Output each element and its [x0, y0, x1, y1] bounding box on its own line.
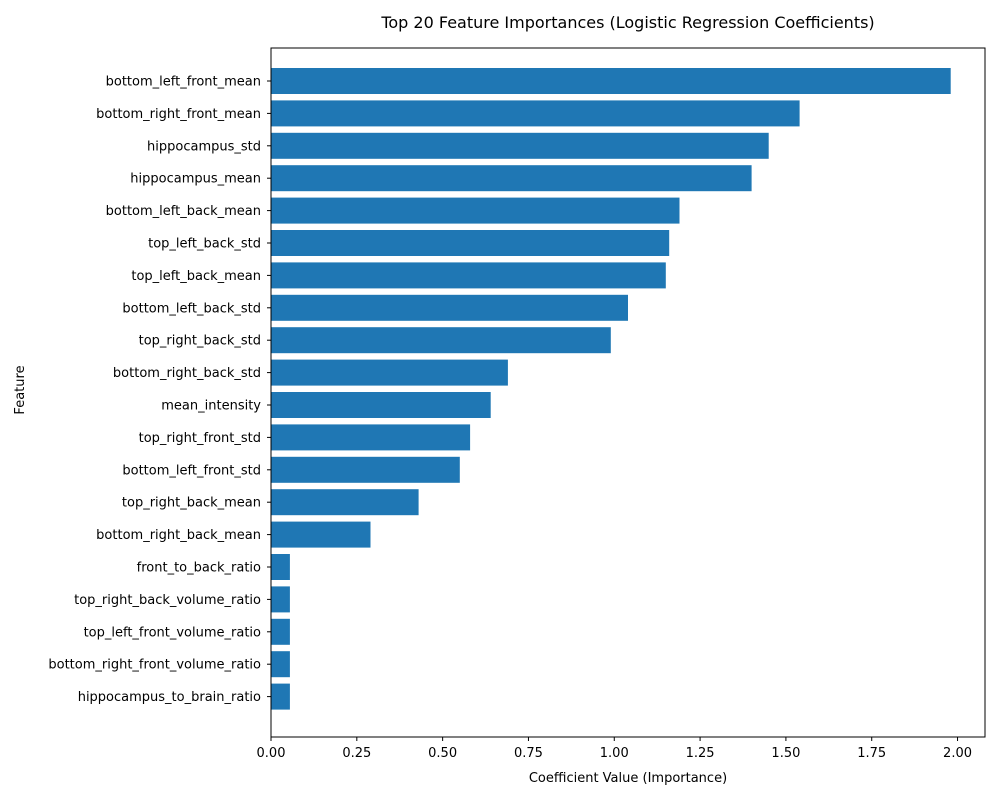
y-axis-label: Feature	[13, 365, 28, 414]
y-tick-label: bottom_left_front_mean	[106, 75, 261, 90]
y-tick-label: bottom_left_back_std	[122, 301, 261, 316]
bar	[271, 554, 290, 580]
bar	[271, 456, 460, 483]
chart-title: Top 20 Feature Importances (Logistic Reg…	[380, 13, 874, 32]
y-tick-label: front_to_back_ratio	[137, 561, 261, 576]
y-tick-label: bottom_right_back_mean	[96, 528, 261, 543]
y-tick-label: bottom_right_front_mean	[96, 107, 261, 122]
bar	[271, 521, 371, 548]
bar	[271, 132, 769, 159]
bar	[271, 294, 628, 321]
bar	[271, 489, 419, 516]
x-tick-label: 1.75	[857, 746, 886, 761]
bar	[271, 68, 951, 94]
y-tick-label: hippocampus_mean	[130, 172, 261, 187]
x-tick-label: 1.50	[771, 746, 800, 761]
y-tick-label: hippocampus_to_brain_ratio	[78, 690, 261, 705]
y-tick-label: top_right_back_volume_ratio	[74, 593, 261, 608]
x-tick-label: 0.25	[342, 746, 371, 761]
y-tick-label: bottom_right_back_std	[113, 366, 261, 381]
bar	[271, 165, 752, 192]
bar	[271, 197, 680, 224]
y-tick-label: top_right_front_std	[139, 431, 261, 446]
bar	[271, 651, 290, 678]
y-tick-label: mean_intensity	[161, 399, 261, 414]
x-tick-label: 2.00	[943, 746, 972, 761]
x-tick-label: 0.75	[514, 746, 543, 761]
y-tick-label: top_left_back_std	[148, 237, 261, 252]
y-tick-label: bottom_left_front_std	[122, 463, 261, 478]
y-tick-label: top_right_back_mean	[122, 496, 261, 511]
y-tick-label: bottom_left_back_mean	[106, 204, 261, 219]
bar	[271, 100, 800, 127]
x-tick-label: 1.25	[686, 746, 715, 761]
x-axis-label: Coefficient Value (Importance)	[529, 771, 727, 786]
x-tick-label: 1.00	[600, 746, 629, 761]
bar	[271, 424, 471, 451]
bar	[271, 618, 290, 645]
axes-frame	[270, 47, 986, 738]
bar	[271, 683, 290, 710]
y-tick-label: bottom_right_front_volume_ratio	[48, 658, 261, 673]
y-tick-label: hippocampus_std	[147, 139, 261, 154]
y-tick-label: top_right_back_std	[139, 334, 261, 349]
y-tick-label: top_left_back_mean	[131, 269, 261, 284]
y-tick-label: top_left_front_volume_ratio	[84, 625, 261, 640]
bar	[271, 327, 611, 354]
bar	[271, 359, 508, 386]
bar	[271, 230, 670, 256]
plot-area: bottom_left_front_mean bottom_right_front…	[48, 47, 986, 761]
x-tick-label: 0.00	[257, 746, 286, 761]
bar	[271, 392, 491, 418]
bar	[271, 586, 290, 613]
x-tick-label: 0.50	[428, 746, 457, 761]
bar	[271, 262, 666, 289]
